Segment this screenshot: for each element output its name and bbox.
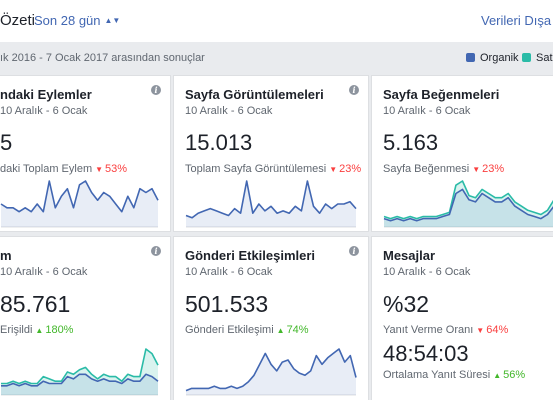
delta-value: 64% xyxy=(486,324,509,336)
card-subtitle: 10 Aralık - 6 Ocak xyxy=(383,266,471,278)
card-subtitle: 10 Aralık - 6 Ocak xyxy=(185,105,273,117)
organic-series-line xyxy=(185,180,357,219)
delta-value: 53% xyxy=(105,163,128,175)
card-subtitle: 10 Aralık - 6 Ocak xyxy=(0,266,88,278)
card-value: 501.533 xyxy=(185,291,269,317)
organic-series-line xyxy=(383,188,553,222)
card-title: m xyxy=(0,248,12,263)
metric-label-text: Sayfa Beğenmesi xyxy=(383,163,470,175)
card-reach[interactable]: m 10 Aralık - 6 Ocak i 85.761 Erişildi ▲ 1… xyxy=(0,236,171,400)
card-metric-label: Sayfa Beğenmesi ▼ 23% xyxy=(383,163,504,175)
card-value: %32 xyxy=(383,291,430,317)
card-page-views[interactable]: Sayfa Görüntülemeleri 10 Aralık - 6 Ocak… xyxy=(173,75,369,232)
legend-organic-label: Organik xyxy=(480,52,519,64)
card-title: Sayfa Görüntülemeleri xyxy=(185,87,324,102)
metric-label-text: Gönderi Etkileşimi xyxy=(185,324,274,336)
info-icon[interactable]: i xyxy=(349,85,359,95)
legend-organic[interactable]: Organik xyxy=(466,52,519,64)
card-page-likes[interactable]: Sayfa Beğenmeleri 10 Aralık - 6 Ocak 5.1… xyxy=(371,75,553,232)
card-page-actions[interactable]: ndaki Eylemler 10 Aralık - 6 Ocak i 5 da… xyxy=(0,75,171,232)
organic-series-line xyxy=(0,180,159,213)
card-subtitle: 10 Aralık - 6 Ocak xyxy=(185,266,273,278)
sparkline-chart xyxy=(383,180,553,228)
card-value: 85.761 xyxy=(0,291,71,317)
sparkline-chart xyxy=(185,348,357,396)
card-metric-label: daki Toplam Eylem ▼ 53% xyxy=(0,163,127,175)
metric-label-text: daki Toplam Eylem xyxy=(0,163,93,175)
card-title: Mesajlar xyxy=(383,248,436,263)
organic-swatch-icon xyxy=(466,53,475,62)
arrow-up-icon: ▲ xyxy=(276,326,285,335)
organic-series-area xyxy=(384,189,553,227)
card-metric-label-secondary: Ortalama Yanıt Süresi ▲ 56% xyxy=(383,369,525,381)
organic-series-area xyxy=(1,374,158,395)
sparkline-chart xyxy=(1,348,159,396)
arrow-down-icon: ▼ xyxy=(472,165,481,174)
export-data-link[interactable]: Verileri Dışa Ak xyxy=(481,13,553,28)
organic-series-area xyxy=(1,181,158,227)
delta-value: 56% xyxy=(503,369,526,381)
card-metric-label: Erişildi ▲ 180% xyxy=(0,324,73,336)
date-range-text: ık 2016 - 7 Ocak 2017 arasından sonuçlar xyxy=(0,52,205,64)
legend-paid[interactable]: Satın xyxy=(522,52,553,64)
chevron-updown-icon: ▲▼ xyxy=(104,16,121,25)
legend-paid-label: Satın xyxy=(536,52,553,64)
card-title: ndaki Eylemler xyxy=(0,87,92,102)
card-post-engagement[interactable]: Gönderi Etkileşimleri 10 Aralık - 6 Ocak… xyxy=(173,236,369,400)
top-bar: Özeti Son 28 gün▲▼ Verileri Dışa Ak xyxy=(0,0,553,42)
sparkline-chart xyxy=(0,180,159,228)
sparkline-chart xyxy=(185,180,357,228)
results-bar: ık 2016 - 7 Ocak 2017 arasından sonuçlar… xyxy=(0,45,553,71)
arrow-down-icon: ▼ xyxy=(476,326,485,335)
paid-swatch-icon xyxy=(522,53,531,62)
page-title: Özeti xyxy=(0,12,36,29)
delta-value: 23% xyxy=(482,163,505,175)
metric-label-text: Yanıt Verme Oranı xyxy=(383,324,474,336)
card-subtitle: 10 Aralık - 6 Ocak xyxy=(383,105,471,117)
card-metric-label: Toplam Sayfa Görüntülemesi ▼ 23% xyxy=(185,163,361,175)
metric-label-text: Toplam Sayfa Görüntülemesi xyxy=(185,163,327,175)
arrow-up-icon: ▲ xyxy=(35,326,44,335)
paid-series-area xyxy=(384,181,553,227)
card-value: 15.013 xyxy=(185,130,253,155)
card-title: Sayfa Beğenmeleri xyxy=(383,87,500,102)
organic-series-area xyxy=(186,349,356,395)
arrow-up-icon: ▲ xyxy=(493,371,502,380)
info-icon[interactable]: i xyxy=(349,246,359,256)
card-metric-label: Gönderi Etkileşimi ▲ 74% xyxy=(185,324,309,336)
info-icon[interactable]: i xyxy=(151,85,161,95)
paid-series-line xyxy=(1,348,159,385)
info-icon[interactable]: i xyxy=(151,246,161,256)
period-label: Son 28 gün xyxy=(34,13,101,28)
delta-value: 23% xyxy=(339,163,362,175)
card-metric-label: Yanıt Verme Oranı ▼ 64% xyxy=(383,324,508,336)
card-messages[interactable]: Mesajlar 10 Aralık - 6 Ocak %32 Yanıt Ve… xyxy=(371,236,553,400)
organic-series-line xyxy=(185,348,357,392)
metric-label-text: Ortalama Yanıt Süresi xyxy=(383,369,491,381)
card-value: 5 xyxy=(0,130,13,155)
organic-series-line xyxy=(1,373,159,387)
paid-series-line xyxy=(383,180,553,220)
delta-value: 180% xyxy=(45,324,74,336)
metric-label-text: Erişildi xyxy=(0,324,33,336)
card-value-secondary: 48:54:03 xyxy=(383,341,469,366)
card-title: Gönderi Etkileşimleri xyxy=(185,248,316,263)
arrow-down-icon: ▼ xyxy=(329,165,338,174)
period-dropdown[interactable]: Son 28 gün ▲▼ xyxy=(34,13,120,28)
card-value: 5.163 xyxy=(383,130,439,155)
organic-series-area xyxy=(186,181,356,227)
delta-value: 74% xyxy=(286,324,309,336)
card-subtitle: 10 Aralık - 6 Ocak xyxy=(0,105,88,117)
arrow-down-icon: ▼ xyxy=(95,165,104,174)
